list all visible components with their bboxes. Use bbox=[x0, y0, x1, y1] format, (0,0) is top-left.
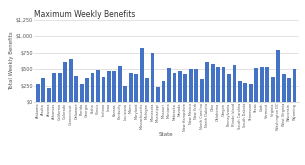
Bar bbox=[287, 78, 291, 102]
Bar bbox=[276, 50, 280, 102]
Bar bbox=[69, 59, 73, 102]
Bar bbox=[151, 53, 155, 102]
Bar bbox=[227, 74, 231, 102]
Bar bbox=[107, 71, 111, 102]
Bar bbox=[58, 73, 62, 102]
Bar bbox=[63, 62, 67, 102]
Bar bbox=[232, 65, 236, 102]
Bar bbox=[189, 69, 193, 102]
Bar bbox=[52, 73, 56, 102]
Bar bbox=[211, 64, 214, 102]
Bar bbox=[194, 69, 198, 102]
Bar bbox=[113, 71, 116, 102]
Bar bbox=[222, 67, 225, 102]
Bar bbox=[91, 73, 95, 102]
Bar bbox=[271, 77, 275, 102]
Bar bbox=[173, 73, 176, 102]
Bar bbox=[260, 67, 264, 102]
Bar bbox=[183, 74, 187, 102]
Bar bbox=[205, 62, 209, 102]
Bar bbox=[167, 68, 171, 102]
Bar bbox=[265, 67, 269, 102]
Bar bbox=[140, 48, 144, 102]
Bar bbox=[249, 84, 253, 102]
Bar bbox=[41, 78, 45, 102]
Bar bbox=[74, 76, 78, 102]
Bar bbox=[80, 84, 84, 102]
X-axis label: State: State bbox=[159, 132, 174, 137]
Bar bbox=[243, 83, 247, 102]
Bar bbox=[145, 78, 149, 102]
Bar bbox=[102, 77, 105, 102]
Bar bbox=[178, 71, 182, 102]
Bar bbox=[129, 73, 133, 102]
Bar bbox=[134, 74, 138, 102]
Bar bbox=[292, 69, 296, 102]
Bar bbox=[118, 66, 122, 102]
Bar bbox=[85, 78, 89, 102]
Bar bbox=[36, 84, 40, 102]
Bar bbox=[123, 86, 127, 102]
Bar bbox=[47, 88, 51, 102]
Bar bbox=[156, 87, 160, 102]
Bar bbox=[200, 79, 204, 102]
Bar bbox=[238, 81, 242, 102]
Bar bbox=[216, 67, 220, 102]
Bar bbox=[254, 68, 258, 102]
Text: Maximum Weekly Benefits: Maximum Weekly Benefits bbox=[34, 10, 135, 19]
Bar bbox=[96, 70, 100, 102]
Bar bbox=[282, 74, 285, 102]
Bar bbox=[162, 81, 165, 102]
Y-axis label: Total Weekly Benefits: Total Weekly Benefits bbox=[9, 32, 14, 90]
